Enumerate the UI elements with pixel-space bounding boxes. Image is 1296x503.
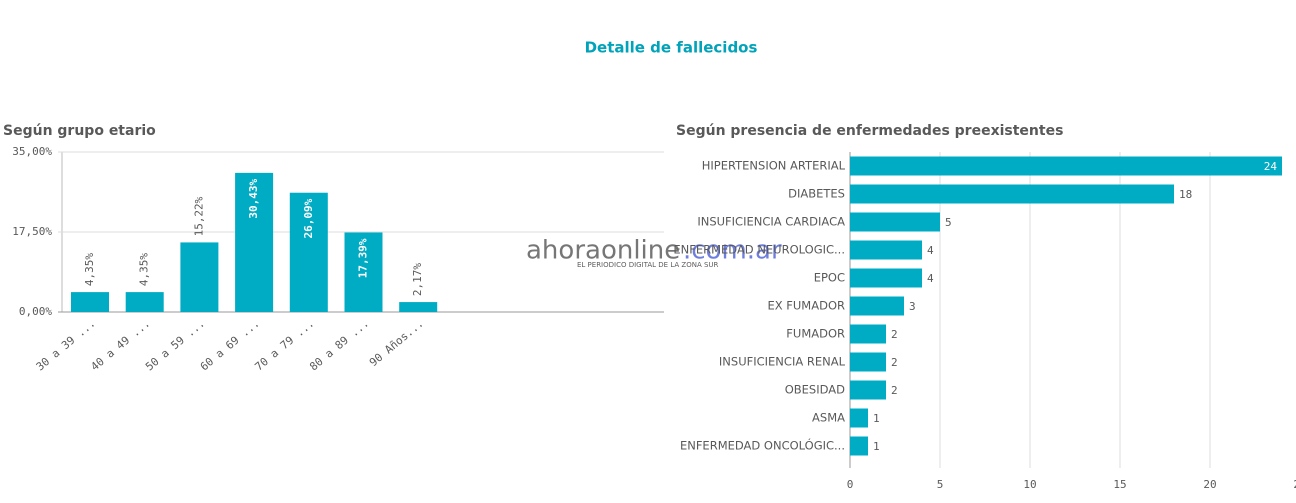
y-tick-label: EPOC	[814, 271, 845, 285]
value-label: 1	[873, 412, 880, 425]
x-tick-label: 40 a 49 ...	[88, 317, 152, 374]
y-tick-label: 17,50%	[12, 225, 52, 238]
value-label: 4,35%	[138, 253, 151, 286]
watermark: ahoraonline .com.ar EL PERIODICO DIGITAL…	[526, 236, 782, 270]
bar	[289, 192, 328, 312]
bar	[850, 380, 886, 400]
y-tick-label: EX FUMADOR	[767, 299, 845, 313]
y-tick-label: DIABETES	[788, 187, 845, 201]
y-tick-label: HIPERTENSION ARTERIAL	[702, 159, 846, 173]
x-tick-label: 0	[847, 478, 854, 491]
y-tick-label: INSUFICIENCIA CARDIACA	[697, 215, 845, 229]
value-label: 2,17%	[411, 263, 424, 296]
logo-tagline: EL PERIODICO DIGITAL DE LA ZONA SUR	[577, 261, 719, 269]
y-tick-label: ENFERMEDAD ONCOLÓGIC...	[680, 438, 845, 453]
y-tick-label: ASMA	[812, 411, 845, 425]
value-label: 2	[891, 328, 898, 341]
x-tick-label: 50 a 59 ...	[143, 317, 207, 374]
y-tick-label: 35,00%	[12, 145, 52, 158]
y-tick-label: ENFERMEDAD NEUROLOGIC...	[673, 243, 845, 257]
bar	[850, 212, 940, 232]
value-label: 1	[873, 440, 880, 453]
bar	[180, 242, 219, 312]
value-label: 4	[927, 272, 934, 285]
y-tick-label: OBESIDAD	[785, 383, 845, 397]
bar	[399, 302, 438, 312]
x-tick-label: 15	[1113, 478, 1126, 491]
value-label: 30,43%	[247, 179, 260, 219]
x-tick-label: 25	[1293, 478, 1296, 491]
x-tick-label: 5	[937, 478, 944, 491]
bar	[850, 184, 1174, 204]
x-tick-label: 90 Años...	[367, 317, 426, 370]
value-label: 15,22%	[192, 196, 205, 236]
value-label: 4	[927, 244, 934, 257]
bar	[850, 240, 922, 260]
value-label: 2	[891, 384, 898, 397]
bar	[850, 156, 1282, 176]
bar	[850, 324, 886, 344]
bar	[850, 352, 886, 372]
y-tick-label: FUMADOR	[786, 327, 845, 341]
value-label: 3	[909, 300, 916, 313]
bar	[850, 296, 904, 316]
logo-name: ahoraonline	[526, 236, 680, 266]
chart-title: Según grupo etario	[3, 123, 156, 139]
bar	[850, 268, 922, 288]
logo-domain: .com.ar	[683, 236, 782, 266]
value-label: 17,39%	[357, 238, 370, 278]
x-tick-label: 60 a 69 ...	[198, 317, 262, 374]
value-label: 2	[891, 356, 898, 369]
bar	[125, 292, 164, 312]
bar	[71, 292, 109, 312]
chart-title: Según presencia de enfermedades preexist…	[676, 123, 1063, 139]
y-tick-label: 0,00%	[19, 305, 52, 318]
bar	[850, 408, 868, 428]
value-label: 24	[1264, 160, 1278, 173]
x-tick-label: 70 a 79 ...	[252, 317, 316, 374]
value-label: 26,09%	[302, 198, 315, 238]
bar	[850, 436, 868, 456]
bar	[235, 172, 274, 312]
value-label: 5	[945, 216, 952, 229]
value-label: 18	[1179, 188, 1192, 201]
value-label: 4,35%	[83, 253, 96, 286]
x-tick-label: 10	[1023, 478, 1036, 491]
x-tick-label: 80 a 89 ...	[307, 317, 371, 374]
x-tick-label: 30 a 39 ...	[34, 317, 98, 374]
page-title: Detalle de fallecidos	[585, 39, 758, 57]
bar	[344, 232, 383, 312]
y-tick-label: INSUFICIENCIA RENAL	[719, 355, 846, 369]
x-tick-label: 20	[1203, 478, 1216, 491]
